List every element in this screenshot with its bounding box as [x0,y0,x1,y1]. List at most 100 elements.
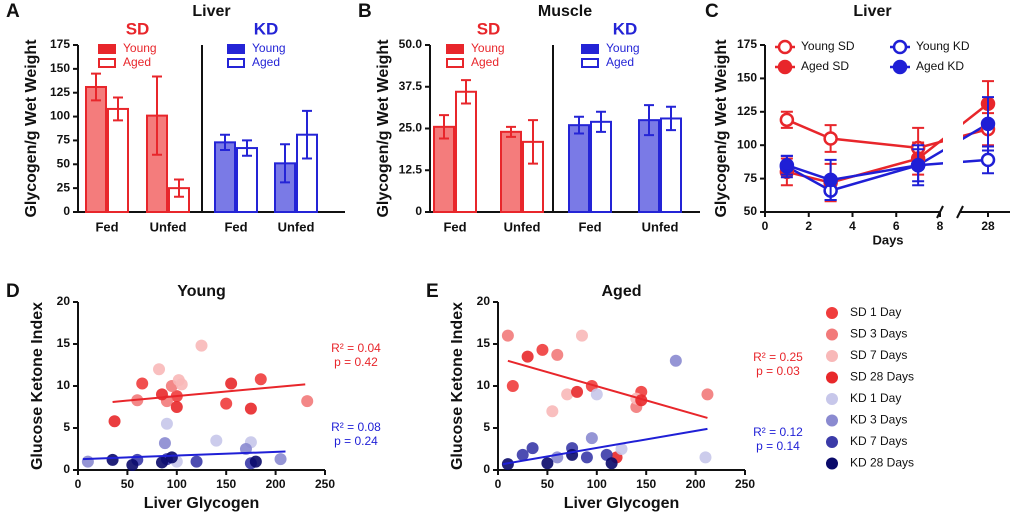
y-tick-label: 25 [57,180,71,194]
legend-marker [826,457,838,470]
point [571,385,584,398]
error-bar [242,139,252,157]
panel-letter: B [358,1,372,22]
fit-r2: R² = 0.08 [331,420,381,434]
legend-label: Aged [252,55,280,69]
x-tick-label: Unfed [278,219,315,234]
point [541,457,554,470]
legend-marker [826,436,838,448]
y-tick-label: 50 [744,204,758,218]
bar [568,124,590,213]
x-tick-label: 250 [735,477,755,491]
point [615,443,628,455]
fit-line [502,427,708,466]
point [106,453,119,466]
panel-letter: D [6,281,20,302]
marker [779,157,795,173]
x-tick-label: 100 [167,477,187,491]
y-tick-label: 5 [63,420,70,434]
fit-line [507,359,708,419]
point [575,329,588,342]
axis-break-gap [943,40,963,237]
point [160,417,173,430]
error-bar [644,104,654,137]
point [254,373,267,386]
legend-label: SD 28 Days [850,370,914,384]
legend-label: Aged [123,55,151,69]
x-axis-title: Days [872,232,903,247]
y-axis-title: Glucose Ketone Index [29,302,46,470]
group-label: SD [477,19,501,38]
error-bar [461,79,471,105]
marker [823,172,838,188]
fit-r2: R² = 0.04 [331,341,381,355]
y-tick-label: 100 [50,109,70,123]
legend-label: SD 1 Day [850,305,901,319]
point [153,363,166,376]
legend-label: Aged SD [801,59,849,73]
axis-break [956,205,964,219]
bar [660,117,682,213]
y-tick-label: 100 [737,137,757,151]
legend-label: Young [606,41,640,55]
legend-marker [826,350,838,362]
x-tick-label: Fed [224,219,247,234]
y-axis-title: Glucose Ketone Index [449,302,466,470]
y-tick-label: 175 [737,37,757,51]
x-axis-title: Liver Glycogen [144,495,260,512]
error-bar [174,178,184,198]
panel-letter: C [705,1,719,22]
fit-r2: R² = 0.12 [753,425,803,439]
x-tick-label: Fed [578,219,601,234]
y-axis-title: Glycogen/g Wet Weight [713,39,730,218]
legend-swatch [98,44,116,54]
point [501,329,514,342]
x-tick-label: 50 [121,477,135,491]
legend-label: Aged [606,55,634,69]
point [170,401,183,413]
error-bar [666,105,676,132]
x-tick-label: 0 [495,477,502,491]
bar [433,125,455,213]
y-tick-label: 12.5 [399,162,423,176]
y-axis-title: Glycogen/g Wet Weight [23,39,40,218]
error-bar [574,115,584,135]
point [249,455,262,468]
x-tick-label: 28 [981,219,995,233]
bar [214,141,236,213]
point [521,350,534,363]
point [195,339,208,352]
error-bar [280,143,290,184]
legend-marker [892,59,908,75]
point [190,455,203,468]
legend-label: Young [252,41,286,55]
point [126,458,139,471]
x-tick-label: 2 [805,219,812,233]
point [155,456,168,469]
legend-label: KD 7 Days [850,434,907,448]
y-tick-label: 175 [50,37,70,51]
point [220,397,233,410]
y-tick-label: 0 [63,204,70,218]
legend-swatch [446,44,464,54]
x-axis-title: Liver Glycogen [564,495,680,512]
fit-line [112,383,306,403]
panel-letter: E [426,281,439,302]
y-tick-label: 25.0 [399,121,423,135]
legend-label: Aged KD [916,59,964,73]
x-tick-label: 150 [636,477,656,491]
x-tick-label: 200 [686,477,706,491]
y-tick-label: 0 [63,462,70,476]
error-bar [113,96,123,122]
point [590,388,603,401]
marker [980,152,996,168]
bar [500,130,522,213]
point [274,453,287,466]
chart-title: Liver [853,3,891,20]
legend-swatch [581,44,599,54]
x-tick-label: 50 [541,477,555,491]
bar [107,107,129,213]
point [175,378,188,391]
x-tick-label: Unfed [150,219,187,234]
